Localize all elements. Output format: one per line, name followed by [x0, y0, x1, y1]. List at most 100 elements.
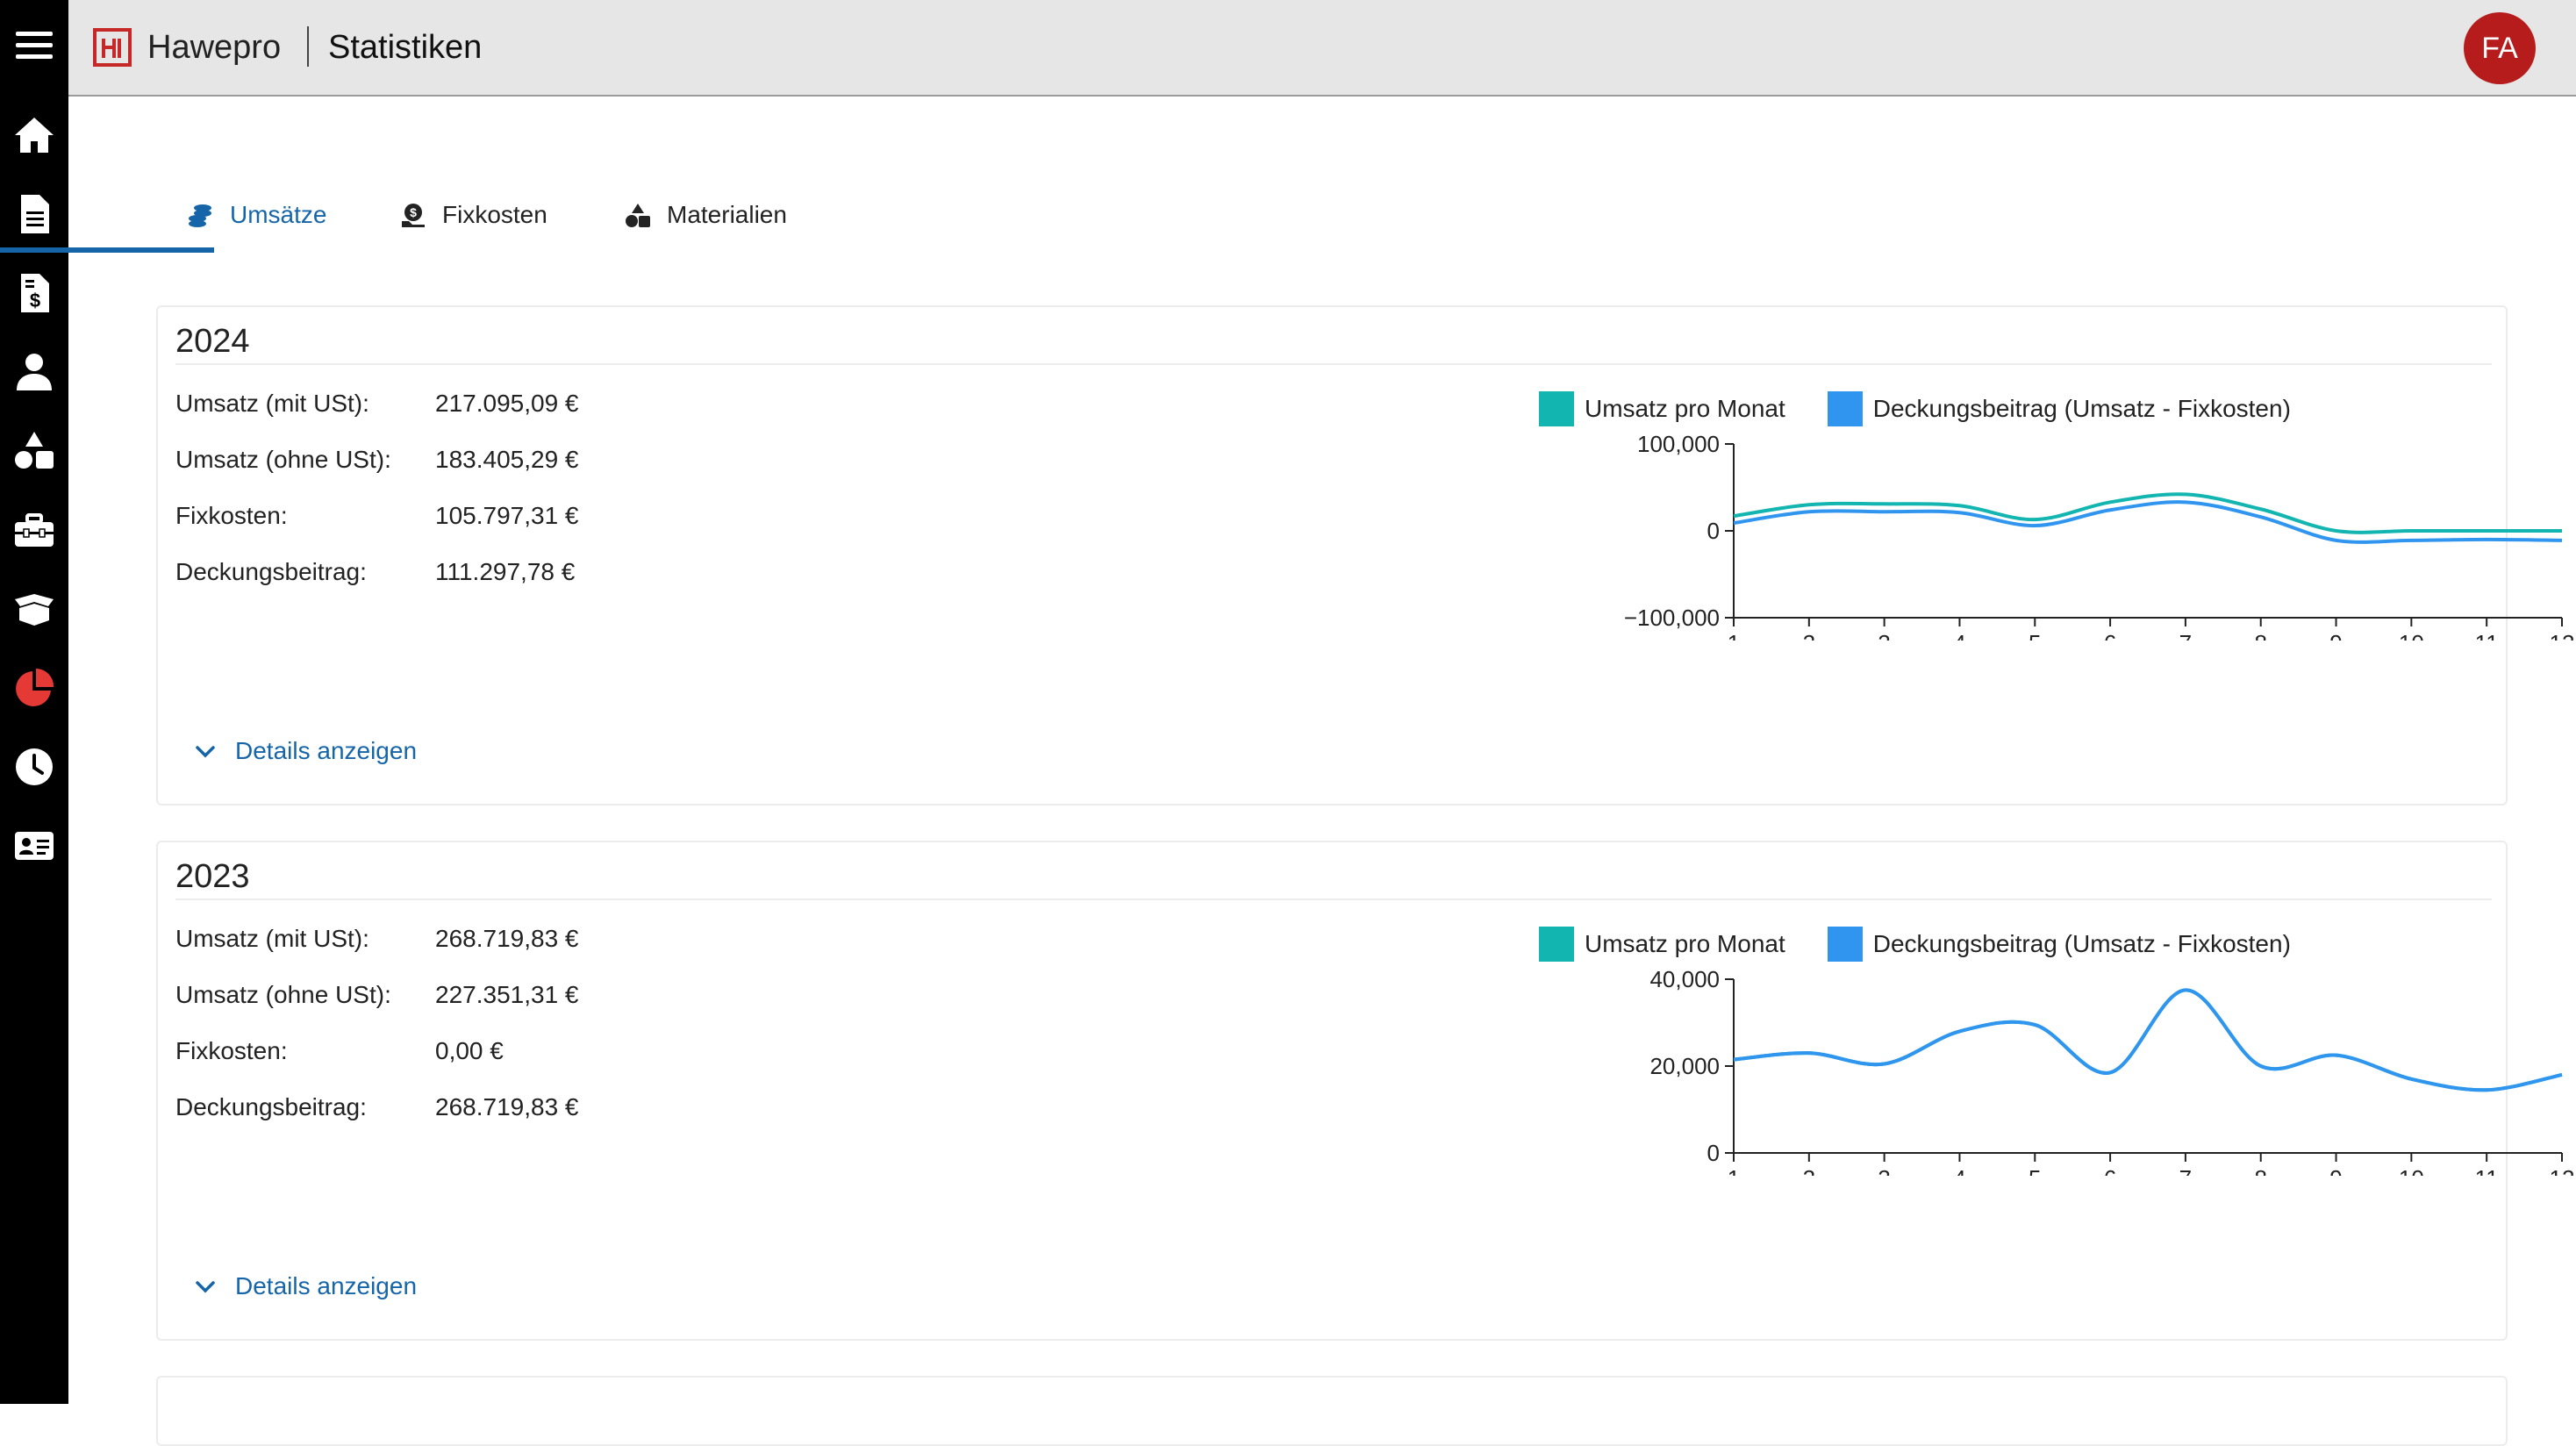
top-bar: Hawepro Statistiken FA	[68, 0, 2576, 97]
legend-label-revenue: Umsatz pro Monat	[1585, 930, 1785, 957]
revenue-gross-value: 268.719,83 €	[435, 925, 579, 952]
materials-icon	[15, 432, 54, 469]
tab-materialien[interactable]: Materialien	[625, 175, 787, 254]
shapes-icon	[626, 204, 650, 227]
sidebar-item-customers[interactable]	[0, 340, 68, 404]
tab-fixkosten[interactable]: $ Fixkosten	[400, 175, 547, 254]
x-tick-label: 1	[1728, 630, 1740, 641]
series-line-2	[1733, 988, 2563, 1092]
x-tick-label: 3	[1878, 1165, 1890, 1176]
y-tick-label: 20,000	[1649, 1053, 1720, 1079]
sidebar-item-contacts[interactable]	[0, 814, 68, 877]
revenue-net-label: Umsatz (ohne USt):	[175, 446, 391, 473]
x-tick-label: 8	[2254, 1165, 2266, 1176]
series-line-1	[1733, 988, 2563, 1092]
svg-text:$: $	[30, 290, 40, 311]
x-tick-label: 2	[1803, 630, 1815, 641]
x-tick-label: 11	[2475, 630, 2499, 641]
x-tick-label: 2	[1803, 1165, 1815, 1176]
legend-swatch-margin	[1827, 391, 1863, 426]
x-tick-label: 4	[1953, 630, 1965, 641]
chevron-down-icon	[196, 1281, 215, 1293]
x-tick-label: 10	[2399, 1165, 2424, 1176]
legend-label-margin: Deckungsbeitrag (Umsatz - Fixkosten)	[1872, 395, 2291, 422]
legend-swatch-revenue	[1539, 927, 1574, 962]
sidebar-item-invoices[interactable]: $	[0, 261, 68, 325]
brand-separator	[307, 26, 309, 67]
fixed-costs-value: 105.797,31 €	[435, 502, 579, 529]
margin-value: 268.719,83 €	[435, 1093, 579, 1120]
menu-icon	[16, 32, 53, 59]
year-card-2023: 2023 Umsatz (mit USt): 268.719,83 € Umsa…	[156, 841, 2574, 1341]
x-tick-label: 10	[2399, 630, 2424, 641]
year-card-partial	[156, 1376, 2508, 1446]
sidebar: $	[0, 0, 68, 1404]
cost-icon: $	[402, 204, 425, 227]
user-avatar[interactable]: FA	[2464, 12, 2536, 84]
x-tick-label: 5	[2029, 1165, 2041, 1176]
hawepro-logo-icon	[93, 28, 132, 67]
sidebar-item-materials[interactable]	[0, 419, 68, 483]
details-toggle[interactable]: Details anzeigen	[193, 737, 417, 765]
fixed-costs-value: 0,00 €	[435, 1037, 504, 1064]
tab-label: Fixkosten	[442, 201, 547, 228]
revenue-gross-value: 217.095,09 €	[435, 390, 579, 417]
brand-name: Hawepro	[147, 29, 282, 66]
sidebar-item-time[interactable]	[0, 735, 68, 798]
toolbox-icon	[15, 513, 54, 547]
chart-legend: Umsatz pro Monat Deckungsbeitrag (Umsatz…	[1539, 927, 2291, 962]
sidebar-item-statistics[interactable]	[0, 656, 68, 719]
y-tick-label: 40,000	[1649, 966, 1720, 992]
y-tick-label: 0	[1707, 1140, 1720, 1166]
x-tick-label: 8	[2254, 630, 2266, 641]
details-label: Details anzeigen	[235, 1272, 418, 1299]
tab-umsaetze[interactable]: Umsätze	[188, 175, 326, 254]
legend-swatch-revenue	[1539, 391, 1574, 426]
y-tick-label: −100,000	[1624, 605, 1720, 631]
sidebar-item-home[interactable]	[0, 104, 68, 167]
year-card-2024: 2024 Umsatz (mit USt): 217.095,09 € Umsa…	[156, 305, 2574, 805]
document-icon	[21, 195, 49, 233]
fixed-costs-label: Fixkosten:	[175, 1037, 288, 1064]
x-tick-label: 5	[2029, 630, 2041, 641]
x-tick-label: 9	[2329, 630, 2342, 641]
chart-legend: Umsatz pro Monat Deckungsbeitrag (Umsatz…	[1539, 391, 2291, 426]
margin-label: Deckungsbeitrag:	[175, 1093, 367, 1120]
menu-button[interactable]	[0, 14, 68, 77]
revenue-net-value: 183.405,29 €	[435, 446, 579, 473]
y-tick-label: 0	[1707, 518, 1720, 544]
x-tick-label: 9	[2329, 1165, 2342, 1176]
home-icon	[15, 118, 54, 153]
x-tick-label: 7	[2179, 630, 2192, 641]
revenue-net-label: Umsatz (ohne USt):	[175, 981, 391, 1008]
invoice-icon: $	[21, 274, 49, 312]
x-tick-label: 6	[2104, 1165, 2116, 1176]
legend-label-revenue: Umsatz pro Monat	[1585, 395, 1785, 422]
contact-card-icon	[15, 832, 54, 860]
active-tab-indicator	[0, 247, 214, 253]
clock-icon	[16, 748, 53, 785]
x-tick-label: 12	[2550, 1165, 2575, 1176]
sidebar-item-documents[interactable]	[0, 183, 68, 246]
box-icon	[15, 594, 54, 626]
series-line-2	[1733, 500, 2563, 544]
sidebar-item-stock[interactable]	[0, 577, 68, 641]
card-divider	[175, 898, 2492, 900]
x-tick-label: 6	[2104, 630, 2116, 641]
fixed-costs-label: Fixkosten:	[175, 502, 288, 529]
card-year: 2024	[175, 323, 250, 360]
x-tick-label: 3	[1878, 630, 1890, 641]
x-tick-label: 11	[2475, 1165, 2499, 1176]
y-tick-label: 100,000	[1637, 431, 1720, 457]
details-label: Details anzeigen	[235, 737, 418, 764]
details-toggle[interactable]: Details anzeigen	[193, 1272, 417, 1300]
x-tick-label: 7	[2179, 1165, 2192, 1176]
margin-value: 111.297,78 €	[435, 558, 576, 585]
legend-swatch-margin	[1827, 927, 1863, 962]
sidebar-item-tools[interactable]	[0, 498, 68, 562]
revenue-gross-label: Umsatz (mit USt):	[175, 390, 369, 417]
card-year: 2023	[175, 858, 250, 895]
page-title: Statistiken	[328, 29, 483, 66]
